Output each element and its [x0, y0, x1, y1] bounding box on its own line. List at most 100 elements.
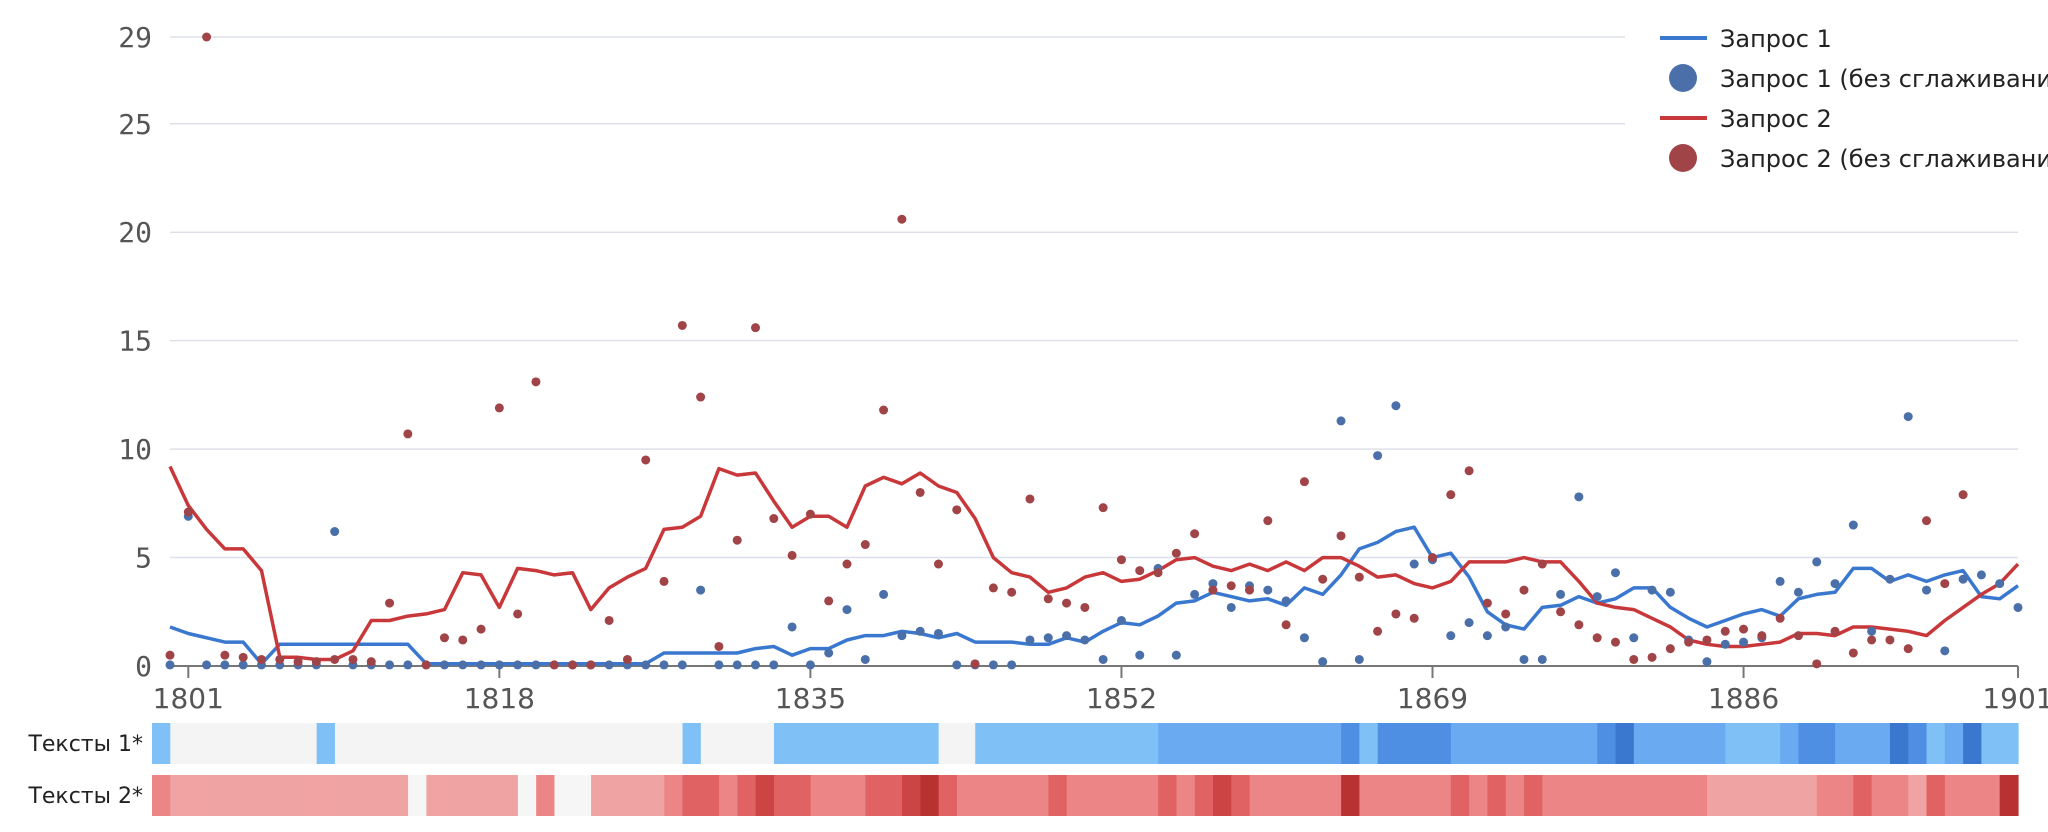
strip-cell: [774, 775, 793, 816]
strip-cell: [1432, 723, 1452, 764]
data-point: [494, 660, 504, 670]
strip-cell: [1359, 775, 1379, 816]
data-point: [1995, 579, 2005, 589]
strip-cell: [554, 723, 574, 764]
data-point: [330, 654, 340, 664]
data-point: [165, 660, 175, 670]
strip-cell: [1194, 775, 1214, 816]
data-point: [1263, 585, 1273, 595]
x-tick-label: 1852: [1086, 682, 1157, 715]
legend[interactable]: Запрос 1 Запрос 1 (без сглаживания) Запрос…: [1660, 25, 2048, 173]
data-point: [1556, 607, 1566, 617]
data-point: [220, 660, 230, 670]
data-point: [1775, 613, 1785, 623]
legend-item[interactable]: Запрос 2: [1660, 105, 1832, 133]
strip-cell: [1505, 775, 1525, 816]
data-point: [1720, 626, 1730, 636]
data-point: [1867, 635, 1877, 645]
strip-cell: [1761, 775, 1781, 816]
strip-cell: [1322, 723, 1342, 764]
legend-item[interactable]: Запрос 1: [1660, 25, 1832, 53]
strip-cell: [463, 775, 482, 816]
strip-cell: [152, 775, 171, 816]
series-line-3: [168, 465, 2020, 662]
strip-cell: [1414, 775, 1434, 816]
strip-cell: [645, 723, 665, 764]
data-point: [513, 660, 523, 670]
strip-cell: [334, 775, 354, 816]
data-point: [1098, 654, 1108, 664]
data-point: [824, 596, 834, 606]
data-point: [1922, 516, 1932, 526]
strip-cell: [920, 775, 940, 816]
data-point: [970, 659, 980, 669]
data-point: [1739, 624, 1749, 634]
data-point: [641, 660, 651, 670]
strip-cell: [810, 775, 830, 816]
data-point: [238, 660, 248, 670]
data-point: [1336, 416, 1346, 426]
strip-cell: [1871, 775, 1891, 816]
strip-cell: [1450, 775, 1470, 816]
strip-cell: [1926, 775, 1946, 816]
strip-cell: [1341, 723, 1361, 764]
strip-cell: [737, 723, 757, 764]
strip-cell: [1670, 723, 1690, 764]
strip-cell: [1999, 775, 2019, 816]
data-point: [1647, 585, 1657, 595]
strip-cell: [536, 723, 556, 764]
strip-cell: [993, 775, 1013, 816]
strip-cell: [353, 775, 373, 816]
strip-cell: [371, 775, 391, 816]
strip-cell: [1194, 723, 1214, 764]
y-tick-label: 20: [118, 216, 152, 249]
data-point: [238, 652, 248, 662]
strip-cell: [1780, 775, 1800, 816]
strip-cell: [481, 775, 501, 816]
strip-cell: [1707, 775, 1726, 816]
y-tick-label: 10: [118, 433, 152, 466]
data-point: [1793, 587, 1803, 597]
data-point: [659, 660, 669, 670]
heat-strips: Тексты 1* Тексты 2*: [27, 723, 2019, 816]
strip-cell: [243, 723, 263, 764]
data-point: [1043, 633, 1053, 643]
data-point: [1867, 626, 1877, 636]
strip-cell: [426, 775, 446, 816]
strip-cell: [1798, 775, 1818, 816]
series-points: [165, 32, 2023, 670]
strip-cell: [1231, 723, 1251, 764]
strip-cell: [591, 723, 610, 764]
data-point: [1958, 574, 1968, 584]
strip-cell: [865, 775, 885, 816]
strip-cell: [1944, 775, 1964, 816]
strip-cell: [1524, 775, 1543, 816]
data-point: [1171, 650, 1181, 660]
data-point: [385, 598, 395, 608]
x-tick-label: 1901: [1982, 682, 2048, 715]
data-point: [1263, 516, 1273, 526]
strip-cell: [1743, 775, 1763, 816]
data-point: [787, 550, 797, 560]
strip-cell: [261, 775, 281, 816]
strip-cell: [280, 723, 299, 764]
data-point: [915, 487, 925, 497]
data-point: [549, 660, 559, 670]
legend-dot-swatch: [1669, 64, 1697, 92]
strip-cell: [883, 723, 903, 764]
strip-cell: [152, 723, 171, 764]
strip-cell: [664, 723, 684, 764]
data-point: [1903, 644, 1913, 654]
strip-cell: [1139, 723, 1159, 764]
strip-cell: [1908, 775, 1928, 816]
strip-cell: [774, 723, 793, 764]
y-tick-label: 5: [135, 542, 152, 575]
strip-cell: [828, 775, 848, 816]
legend-item[interactable]: Запрос 2 (без сглаживания): [1669, 144, 2048, 173]
data-point: [787, 622, 797, 632]
strip-cell: [1048, 775, 1068, 816]
legend-item[interactable]: Запрос 1 (без сглаживания): [1669, 64, 2048, 93]
strip-cell: [609, 723, 629, 764]
data-point: [1519, 654, 1529, 664]
data-point: [604, 615, 614, 625]
